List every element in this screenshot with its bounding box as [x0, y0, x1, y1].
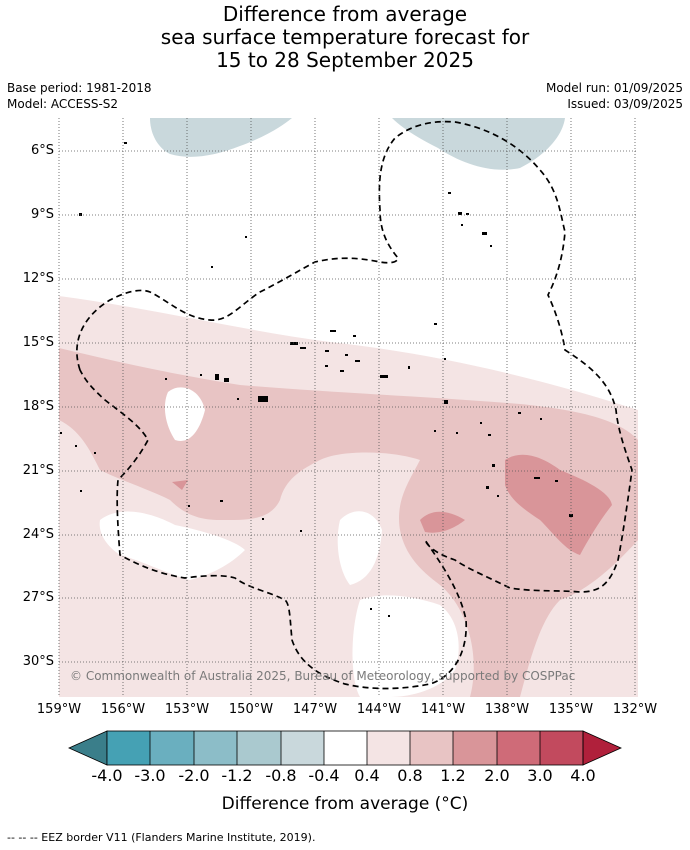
title-line-3: 15 to 28 September 2025	[216, 48, 474, 72]
eez-border	[76, 120, 633, 690]
meta-right: Model run: 01/09/2025 Issued: 03/09/2025	[546, 80, 683, 112]
map-title: Difference from average sea surface temp…	[0, 3, 690, 72]
neutral-hole-2	[337, 511, 382, 585]
neutral-hole-4	[352, 595, 459, 697]
colorbar-bin-1	[107, 731, 150, 765]
issued-date: Issued: 03/09/2025	[567, 97, 683, 111]
lon-label-159w: 159°W	[36, 702, 82, 717]
colorbar-tick: -2.0	[178, 766, 210, 785]
lat-label-24s: 24°S	[22, 527, 54, 542]
lon-label-141w: 141°W	[420, 702, 466, 717]
model-name: Model: ACCESS-S2	[7, 97, 119, 111]
lat-label-12s: 12°S	[22, 271, 54, 286]
lon-label-135w: 135°W	[548, 702, 594, 717]
base-period: Base period: 1981-2018	[7, 81, 152, 95]
colorbar-label: Difference from average (°C)	[221, 794, 469, 814]
colorbar-tick: -4.0	[91, 766, 123, 785]
colorbar-bin-2	[150, 731, 194, 765]
lon-label-138w: 138°W	[484, 702, 530, 717]
meta-left: Base period: 1981-2018 Model: ACCESS-S2	[7, 80, 152, 112]
lat-label-15s: 15°S	[22, 335, 54, 350]
colorbar-under-arrow	[68, 730, 108, 766]
anomaly-field	[59, 118, 638, 697]
colorbar-tick: -0.4	[308, 766, 340, 785]
model-run: Model run: 01/09/2025	[545, 81, 683, 95]
neutral-hole-1	[164, 387, 205, 441]
colorbar-bin-6	[324, 731, 367, 765]
lat-label-27s: 27°S	[22, 590, 54, 605]
warm-anomaly-0.8	[59, 348, 638, 697]
colorbar	[68, 730, 622, 766]
colorbar-tick: -3.0	[134, 766, 166, 785]
title-line-1: Difference from average	[222, 2, 468, 26]
lat-label-30s: 30°S	[22, 654, 54, 669]
lon-label-147w: 147°W	[292, 702, 338, 717]
colorbar-tick: -0.8	[265, 766, 297, 785]
lon-label-150w: 150°W	[228, 702, 274, 717]
colorbar-bin-11	[540, 731, 583, 765]
colorbar-bin-8	[410, 731, 453, 765]
colorbar-tick: 0.8	[397, 766, 423, 785]
cool-anomaly-north-west	[150, 118, 292, 157]
colorbar-bin-7	[367, 731, 410, 765]
lon-label-132w: 132°W	[612, 702, 658, 717]
colorbar-tick: 3.0	[527, 766, 553, 785]
warm-anomaly-1.2-centre	[420, 511, 465, 533]
colorbar-tick: 1.2	[440, 766, 466, 785]
title-line-2: sea surface temperature forecast for	[160, 25, 530, 49]
neutral-hole-3	[99, 511, 245, 580]
colorbar-bin-9	[453, 731, 497, 765]
warm-anomaly-1.2-east	[505, 454, 612, 555]
colorbar-tick: -1.2	[221, 766, 253, 785]
warm-anomaly-1.2-west	[172, 480, 188, 490]
colorbar-bin-3	[194, 731, 237, 765]
lat-label-18s: 18°S	[22, 399, 54, 414]
eez-legend-note: -- -- -- EEZ border V11 (Flanders Marine…	[7, 831, 316, 844]
colorbar-bin-4	[237, 731, 281, 765]
colorbar-tick: 2.0	[484, 766, 510, 785]
lat-label-9s: 9°S	[30, 207, 54, 222]
lon-label-153w: 153°W	[164, 702, 210, 717]
islands	[60, 142, 573, 617]
colorbar-bin-5	[281, 731, 324, 765]
lon-label-144w: 144°W	[356, 702, 402, 717]
colorbar-tick: 4.0	[570, 766, 596, 785]
copyright-notice: © Commonwealth of Australia 2025, Bureau…	[70, 669, 576, 683]
colorbar-bin-10	[497, 731, 540, 765]
lon-label-156w: 156°W	[100, 702, 146, 717]
cool-anomaly-north-east	[392, 118, 565, 170]
colorbar-over-arrow	[582, 730, 622, 766]
lat-label-6s: 6°S	[30, 143, 54, 158]
lat-label-21s: 21°S	[22, 463, 54, 478]
colorbar-tick: 0.4	[354, 766, 380, 785]
graticule	[58, 118, 638, 697]
